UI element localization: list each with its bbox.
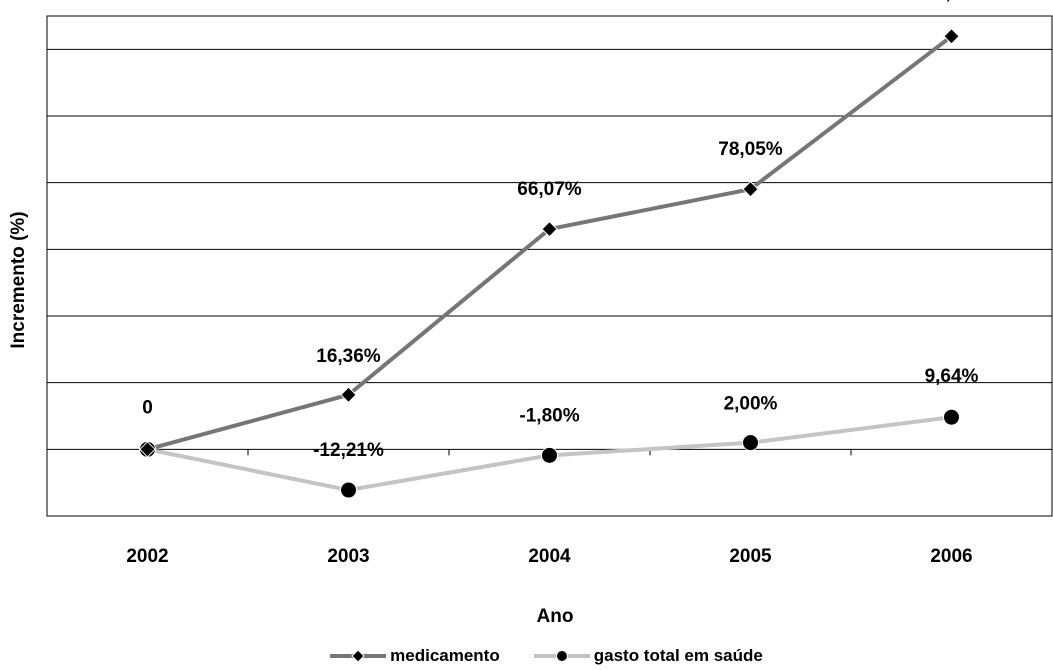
data-point-diamond: [943, 28, 960, 45]
y-axis-title: Incremento (%): [8, 211, 29, 349]
legend-label-gasto-total: gasto total em saúde: [593, 646, 763, 665]
data-label: 123,90%: [914, 0, 989, 3]
data-point-circle: [541, 446, 558, 464]
data-point-circle: [340, 481, 357, 499]
data-label: 16,36%: [316, 346, 381, 367]
x-tick-label: 2006: [930, 546, 972, 567]
data-point-diamond: [541, 220, 558, 238]
x-tick-label: 2002: [126, 546, 168, 567]
x-tick-label: 2004: [528, 546, 571, 567]
data-point-diamond: [742, 180, 759, 198]
legend-item-medicamento: medicamento: [330, 646, 500, 666]
legend-swatch-circle-icon: [533, 650, 590, 662]
data-label: -1,80%: [519, 405, 579, 426]
x-axis-title: Ano: [536, 606, 574, 627]
data-label: 9,64%: [925, 366, 979, 387]
data-point-circle: [742, 434, 759, 452]
data-point-diamond: [139, 441, 156, 458]
data-label: -12,21%: [313, 440, 384, 461]
data-label: 0: [142, 397, 153, 418]
legend-label-medicamento: medicamento: [390, 646, 500, 665]
legend-item-gasto-total: gasto total em saúde: [533, 646, 763, 666]
data-point-circle: [943, 408, 960, 426]
x-tick-label: 2005: [729, 546, 772, 567]
legend: medicamento gasto total em saúde: [0, 646, 1053, 666]
data-point-diamond: [340, 386, 357, 404]
legend-swatch-diamond-icon: [330, 649, 387, 663]
data-label: 66,07%: [517, 179, 582, 200]
plot-area: [46, 15, 1053, 517]
data-label: 2,00%: [724, 394, 778, 415]
x-tick-label: 2003: [327, 546, 369, 567]
series-line-0: [146, 34, 953, 452]
data-label: 78,05%: [718, 139, 783, 160]
